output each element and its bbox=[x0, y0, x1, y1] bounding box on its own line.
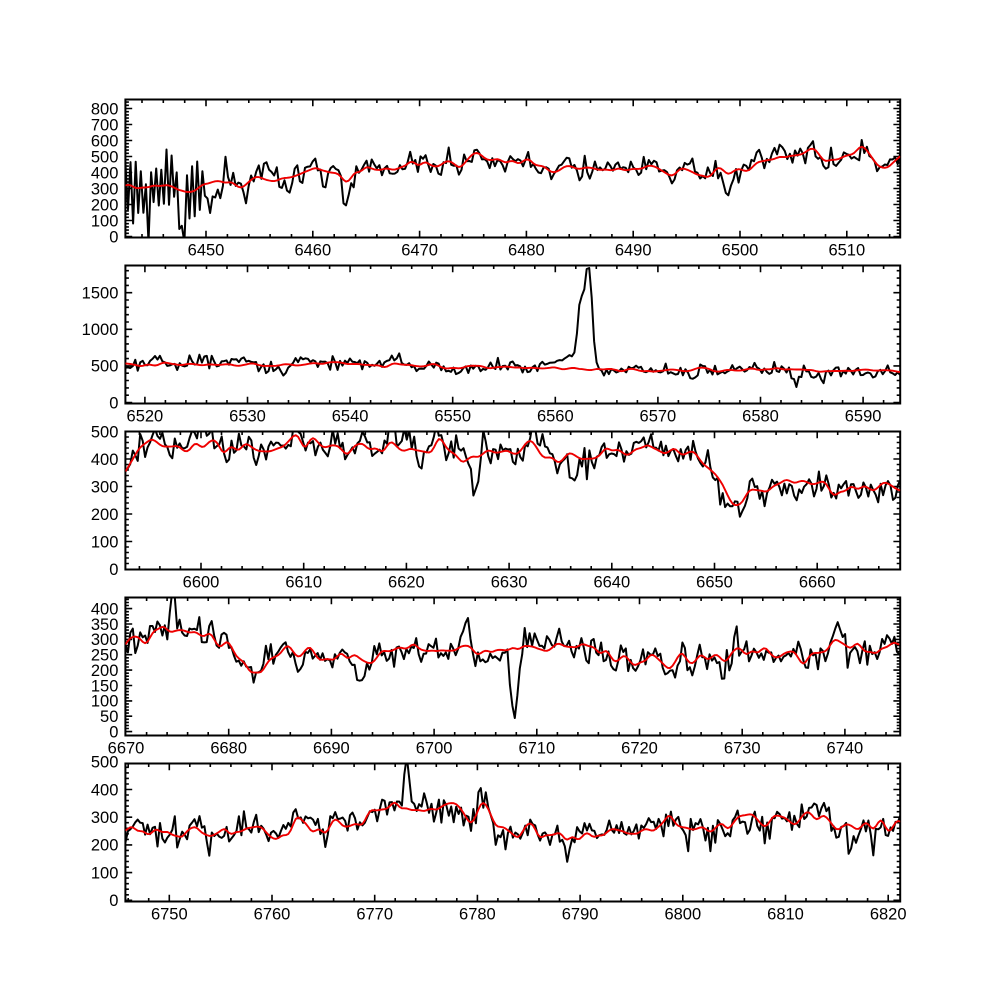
svg-text:6560: 6560 bbox=[537, 407, 574, 425]
svg-text:100: 100 bbox=[91, 533, 119, 551]
svg-text:6710: 6710 bbox=[518, 739, 555, 757]
svg-text:500: 500 bbox=[91, 423, 119, 441]
svg-text:6640: 6640 bbox=[593, 573, 630, 591]
svg-text:6750: 6750 bbox=[151, 905, 188, 923]
svg-text:700: 700 bbox=[91, 116, 119, 134]
svg-text:6820: 6820 bbox=[870, 905, 907, 923]
svg-text:0: 0 bbox=[109, 394, 118, 412]
svg-text:6620: 6620 bbox=[388, 573, 425, 591]
svg-text:6690: 6690 bbox=[313, 739, 350, 757]
svg-text:6670: 6670 bbox=[108, 739, 145, 757]
svg-text:6760: 6760 bbox=[254, 905, 291, 923]
svg-text:300: 300 bbox=[91, 631, 119, 649]
svg-text:100: 100 bbox=[91, 212, 119, 230]
svg-text:6540: 6540 bbox=[332, 407, 369, 425]
svg-text:6570: 6570 bbox=[640, 407, 677, 425]
svg-text:0: 0 bbox=[109, 228, 118, 246]
svg-text:6740: 6740 bbox=[827, 739, 864, 757]
svg-text:6500: 6500 bbox=[722, 241, 759, 259]
svg-text:6720: 6720 bbox=[621, 739, 658, 757]
svg-text:6770: 6770 bbox=[356, 905, 393, 923]
svg-text:200: 200 bbox=[91, 196, 119, 214]
svg-text:0: 0 bbox=[109, 723, 118, 741]
svg-text:6490: 6490 bbox=[615, 241, 652, 259]
svg-text:300: 300 bbox=[91, 478, 119, 496]
svg-text:0: 0 bbox=[109, 561, 118, 579]
svg-text:1500: 1500 bbox=[82, 285, 119, 303]
svg-text:100: 100 bbox=[91, 864, 119, 882]
svg-text:200: 200 bbox=[91, 506, 119, 524]
svg-text:6550: 6550 bbox=[434, 407, 471, 425]
svg-text:300: 300 bbox=[91, 809, 119, 827]
svg-text:50: 50 bbox=[100, 708, 118, 726]
svg-text:6480: 6480 bbox=[508, 241, 545, 259]
svg-text:400: 400 bbox=[91, 164, 119, 182]
svg-text:6630: 6630 bbox=[491, 573, 528, 591]
svg-text:150: 150 bbox=[91, 677, 119, 695]
svg-text:350: 350 bbox=[91, 616, 119, 634]
svg-text:200: 200 bbox=[91, 837, 119, 855]
svg-text:6650: 6650 bbox=[696, 573, 733, 591]
svg-text:250: 250 bbox=[91, 647, 119, 665]
svg-text:6800: 6800 bbox=[664, 905, 701, 923]
svg-text:6810: 6810 bbox=[767, 905, 804, 923]
svg-text:500: 500 bbox=[91, 754, 119, 772]
svg-text:400: 400 bbox=[91, 451, 119, 469]
svg-text:6660: 6660 bbox=[799, 573, 836, 591]
svg-text:6780: 6780 bbox=[459, 905, 496, 923]
svg-text:300: 300 bbox=[91, 180, 119, 198]
svg-text:6580: 6580 bbox=[742, 407, 779, 425]
svg-text:600: 600 bbox=[91, 132, 119, 150]
svg-text:6460: 6460 bbox=[294, 241, 331, 259]
svg-text:6730: 6730 bbox=[724, 739, 761, 757]
svg-text:500: 500 bbox=[91, 148, 119, 166]
svg-text:0: 0 bbox=[109, 892, 118, 910]
svg-text:6790: 6790 bbox=[562, 905, 599, 923]
svg-text:6530: 6530 bbox=[229, 407, 266, 425]
svg-text:800: 800 bbox=[91, 100, 119, 118]
svg-text:6700: 6700 bbox=[416, 739, 453, 757]
svg-text:6520: 6520 bbox=[127, 407, 164, 425]
svg-text:6610: 6610 bbox=[285, 573, 322, 591]
svg-text:6450: 6450 bbox=[188, 241, 225, 259]
svg-text:6510: 6510 bbox=[828, 241, 865, 259]
svg-text:6470: 6470 bbox=[401, 241, 438, 259]
svg-text:6680: 6680 bbox=[210, 739, 247, 757]
svg-text:400: 400 bbox=[91, 781, 119, 799]
svg-text:6600: 6600 bbox=[183, 573, 220, 591]
svg-text:200: 200 bbox=[91, 662, 119, 680]
svg-text:1000: 1000 bbox=[82, 321, 119, 339]
svg-text:500: 500 bbox=[91, 358, 119, 376]
svg-text:100: 100 bbox=[91, 693, 119, 711]
svg-text:6590: 6590 bbox=[845, 407, 882, 425]
svg-text:400: 400 bbox=[91, 600, 119, 618]
